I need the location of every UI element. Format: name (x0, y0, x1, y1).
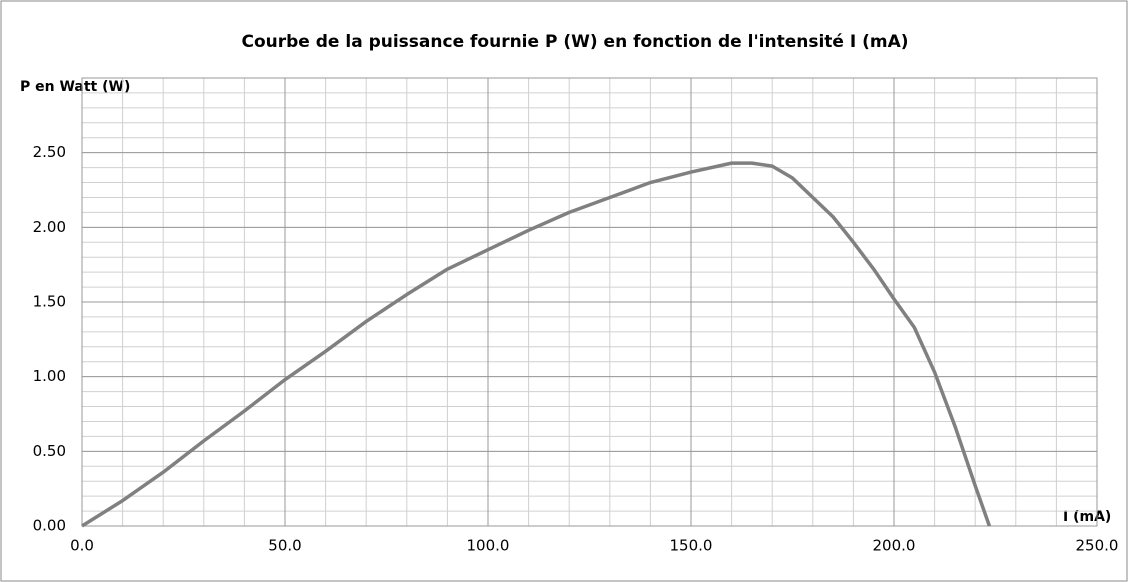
x-tick-label: 150.0 (670, 537, 713, 555)
x-tick-label: 50.0 (268, 537, 301, 555)
x-axis-label: I (mA) (1063, 509, 1111, 525)
x-tick-label: 200.0 (873, 537, 916, 555)
data-line (81, 161, 992, 528)
y-axis-label: P en Watt (W) (20, 79, 130, 95)
x-tick-label: 250.0 (1076, 537, 1119, 555)
x-tick-label: 0.0 (70, 537, 94, 555)
y-tick-label: 1.50 (33, 293, 66, 311)
chart-title: Courbe de la puissance fournie P (W) en … (241, 32, 908, 52)
y-tick-label: 0.00 (33, 517, 66, 535)
plot-border (81, 77, 1098, 527)
y-tick-label: 2.50 (33, 143, 66, 161)
y-tick-label: 1.00 (33, 367, 66, 385)
y-tick-label: 0.50 (33, 442, 66, 460)
y-tick-label: 2.00 (33, 218, 66, 236)
x-tick-label: 100.0 (467, 537, 510, 555)
